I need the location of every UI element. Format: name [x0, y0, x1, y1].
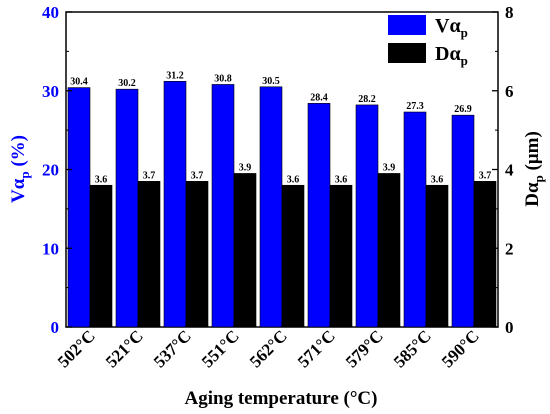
- bar-series-1-562c: [259, 86, 283, 328]
- y-left-tick-label: 10: [42, 239, 59, 258]
- data-label-series-1: 30.8: [214, 73, 232, 84]
- x-tick-label: 521°C: [102, 326, 147, 371]
- data-label-series-1: 30.2: [118, 78, 136, 89]
- x-tick-label: 571°C: [294, 326, 339, 371]
- bar-series-2-579c: [377, 173, 401, 328]
- bar-series-1-571c: [307, 103, 331, 328]
- y-right-tick-label: 4: [505, 161, 514, 180]
- bar-series-2-521c: [137, 181, 161, 328]
- x-tick-label: 562°C: [246, 326, 291, 371]
- bar-series-1-579c: [355, 104, 379, 328]
- bar-series-1-521c: [115, 88, 139, 328]
- x-tick-label: 585°C: [390, 326, 435, 371]
- y-left-tick-label: 30: [42, 82, 59, 101]
- y-left-tick-label: 40: [42, 3, 59, 22]
- legend-label-series-2: Dαp: [435, 43, 468, 68]
- data-label-series-1: 30.5: [262, 76, 280, 87]
- bar-series-1-537c: [163, 81, 187, 328]
- y-right-tick-label: 8: [505, 3, 514, 22]
- y-right-tick-label: 6: [505, 82, 514, 101]
- data-label-series-1: 28.2: [358, 94, 376, 105]
- x-axis-title: Aging temperature (°C): [185, 388, 378, 409]
- data-label-series-2: 3.9: [383, 162, 396, 173]
- y-axis-right-title: Dαp (μm): [522, 131, 546, 207]
- y-left-tick-label: 20: [42, 161, 59, 180]
- x-tick-label: 502°C: [54, 326, 99, 371]
- legend-label-series-1: Vαp: [435, 15, 468, 40]
- bar-series-1-551c: [211, 84, 235, 328]
- data-label-series-1: 26.9: [454, 104, 472, 115]
- bar-series-2-502c: [89, 184, 113, 328]
- y-axis-left-title: Vαp (%): [8, 135, 32, 203]
- x-tick-label: 590°C: [438, 326, 483, 371]
- bar-series-2-537c: [185, 181, 209, 328]
- data-label-series-2: 3.6: [431, 174, 444, 185]
- data-label-series-1: 31.2: [166, 70, 184, 81]
- data-label-series-1: 27.3: [406, 101, 424, 112]
- bar-series-2-562c: [281, 184, 305, 328]
- data-label-series-2: 3.7: [143, 170, 156, 181]
- bar-series-2-585c: [425, 184, 449, 328]
- bar-series-2-571c: [329, 184, 353, 328]
- data-label-series-2: 3.7: [479, 170, 492, 181]
- data-label-series-2: 3.7: [191, 170, 204, 181]
- legend-swatch-series-2: [388, 43, 426, 63]
- legend-swatch-series-1: [388, 15, 426, 35]
- data-label-series-2: 3.6: [95, 174, 108, 185]
- y-right-tick-label: 0: [505, 318, 514, 337]
- data-label-series-2: 3.6: [287, 174, 300, 185]
- bar-series-2-551c: [233, 173, 257, 328]
- data-label-series-1: 28.4: [310, 92, 328, 103]
- bar-series-2-590c: [473, 181, 497, 328]
- bar-series-1-585c: [403, 111, 427, 328]
- bar-series-1-590c: [451, 114, 475, 328]
- data-label-series-2: 3.6: [335, 174, 348, 185]
- data-label-series-2: 3.9: [239, 162, 252, 173]
- bar-series-1-502c: [67, 87, 91, 328]
- x-tick-label: 537°C: [150, 326, 195, 371]
- legend: Vαp Dαp: [388, 15, 468, 68]
- x-tick-label: 551°C: [198, 326, 243, 371]
- y-left-tick-label: 0: [51, 318, 60, 337]
- data-label-series-1: 30.4: [70, 77, 88, 88]
- x-tick-label: 579°C: [342, 326, 387, 371]
- y-right-tick-label: 2: [505, 239, 514, 258]
